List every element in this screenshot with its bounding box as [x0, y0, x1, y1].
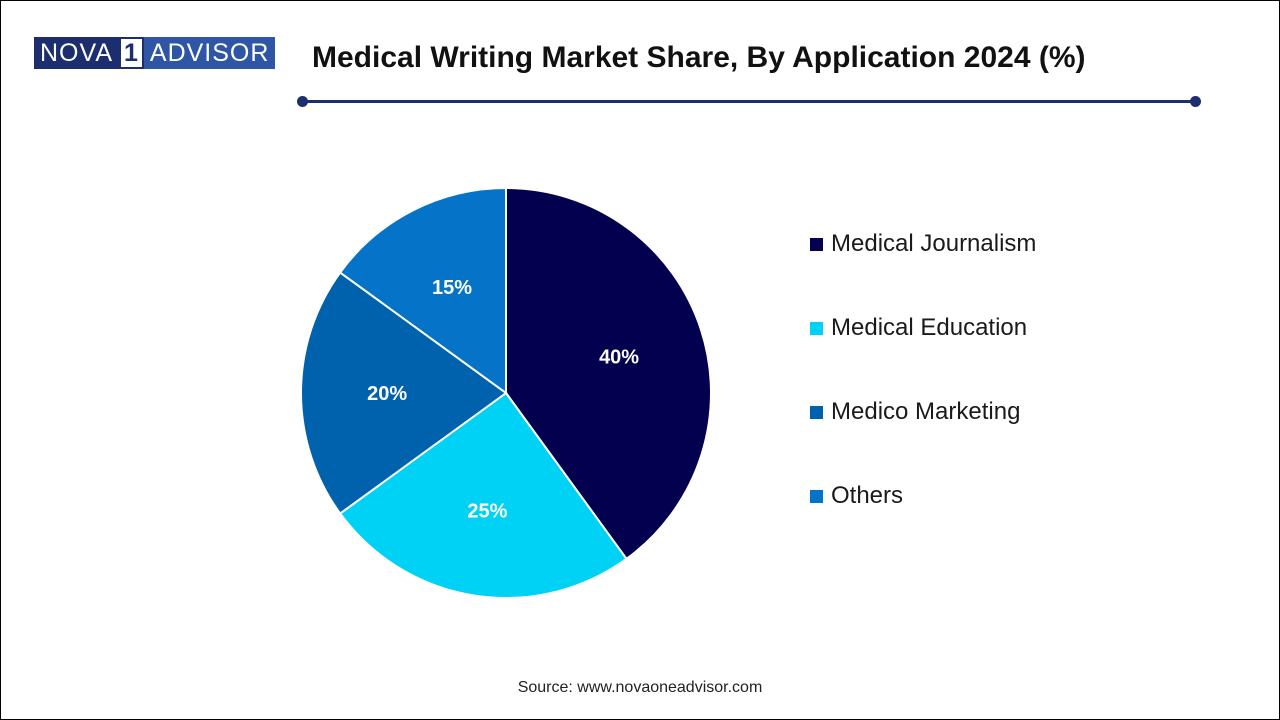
- pie-data-label: 20%: [367, 383, 407, 405]
- legend-label: Medico Marketing: [831, 398, 1021, 425]
- legend-item: Others: [810, 478, 1036, 514]
- chart-title: Medical Writing Market Share, By Applica…: [312, 41, 1086, 74]
- legend-swatch: [810, 489, 823, 503]
- title-divider: [302, 100, 1196, 103]
- chart-legend: Medical Journalism Medical Education Medic…: [810, 226, 1036, 562]
- logo-text-advisor: ADVISOR: [143, 37, 276, 69]
- legend-item: Medico Marketing: [810, 394, 1036, 430]
- logo-text-one: 1: [119, 37, 144, 69]
- legend-swatch: [810, 405, 823, 419]
- legend-label: Medical Journalism: [831, 230, 1037, 257]
- legend-item: Medical Education: [810, 310, 1036, 346]
- divider-dot-left: [297, 96, 308, 107]
- pie-slice-others: [338, 186, 507, 395]
- legend-label: Medical Education: [831, 314, 1028, 341]
- legend-swatch: [810, 237, 823, 251]
- pie-data-label: 25%: [467, 500, 507, 522]
- legend-label: Others: [831, 482, 904, 509]
- legend-item: Medical Journalism: [810, 226, 1036, 262]
- pie-data-label: 15%: [432, 277, 472, 299]
- source-note: Source: www.novaoneadvisor.com: [517, 679, 763, 696]
- pie-slice-medical-education: [338, 391, 628, 599]
- legend-swatch: [810, 321, 823, 335]
- pie-slice-medico-marketing: [300, 271, 508, 515]
- pie-slice-medical-journalism: [505, 186, 712, 561]
- logo-text-nova: NOVA: [34, 37, 119, 69]
- pie-data-label: 40%: [599, 346, 639, 368]
- divider-dot-right: [1190, 96, 1201, 107]
- brand-logo: NOVA 1 ADVISOR: [34, 37, 276, 69]
